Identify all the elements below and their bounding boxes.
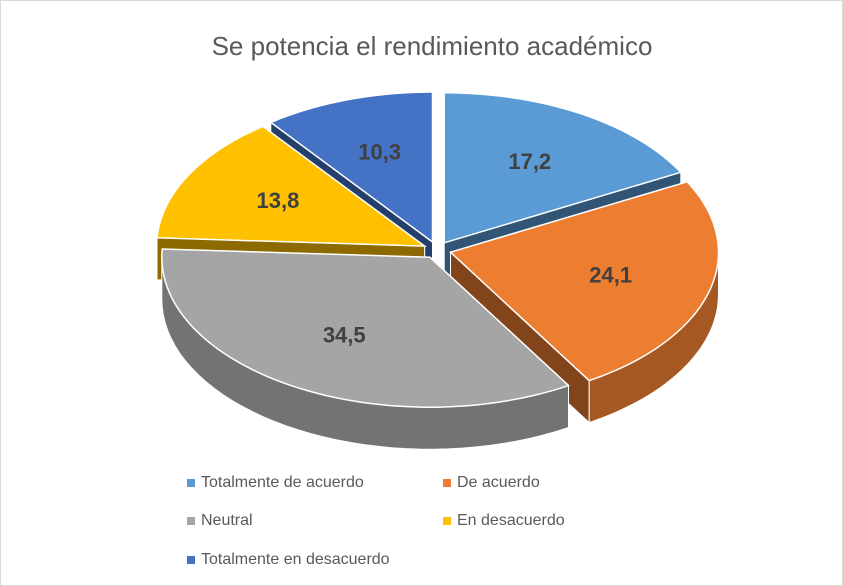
legend-label: Totalmente en desacuerdo bbox=[201, 551, 390, 568]
data-label: 17,2 bbox=[508, 149, 551, 174]
slice bbox=[443, 92, 683, 244]
legend-label: Neutral bbox=[201, 512, 253, 529]
legend-label: Totalmente de acuerdo bbox=[201, 474, 364, 491]
legend-swatch bbox=[443, 517, 451, 525]
legend-label: De acuerdo bbox=[457, 474, 540, 491]
legend-label: En desacuerdo bbox=[457, 512, 565, 529]
data-label: 24,1 bbox=[589, 263, 632, 288]
chart-title: Se potencia el rendimiento académico bbox=[212, 31, 653, 61]
data-label: 13,8 bbox=[257, 188, 300, 213]
slice bbox=[449, 180, 720, 382]
legend-swatch bbox=[443, 479, 451, 487]
slice bbox=[269, 91, 434, 244]
slice bbox=[156, 125, 427, 247]
data-label: 10,3 bbox=[358, 140, 401, 165]
legend-swatch bbox=[187, 556, 195, 564]
legend-swatch bbox=[187, 479, 195, 487]
data-label: 34,5 bbox=[323, 323, 366, 348]
slice bbox=[161, 248, 570, 408]
legend-swatch bbox=[187, 517, 195, 525]
